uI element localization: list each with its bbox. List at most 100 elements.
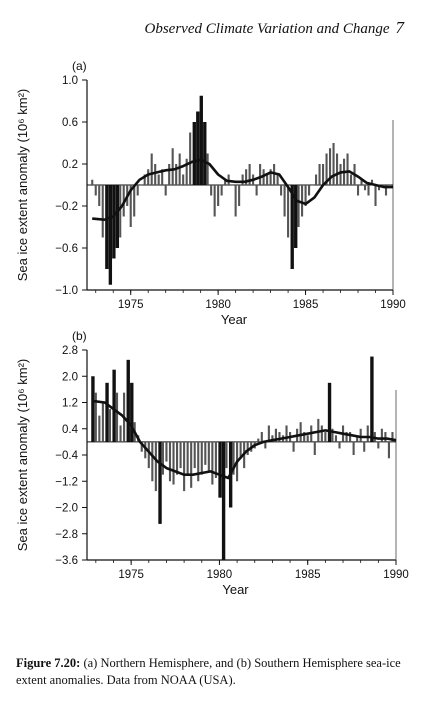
anomaly-bar xyxy=(320,425,323,442)
anomaly-bar xyxy=(192,122,196,185)
anomaly-bar xyxy=(199,95,203,185)
anomaly-bar xyxy=(334,435,338,442)
anomaly-bar xyxy=(154,441,157,492)
anomaly-bar xyxy=(133,185,136,217)
anomaly-bar xyxy=(238,185,241,206)
anomaly-bar xyxy=(280,185,283,196)
anomaly-bar xyxy=(175,441,179,475)
anomaly-bar xyxy=(105,382,109,442)
anomaly-bar xyxy=(315,174,318,185)
anomaly-bar xyxy=(94,392,97,442)
anomaly-bar xyxy=(346,153,349,185)
anomaly-bar xyxy=(147,441,150,469)
anomaly-bar xyxy=(384,432,387,442)
anomaly-bar xyxy=(190,441,193,488)
anomaly-bar xyxy=(285,425,288,442)
anomaly-bar xyxy=(338,441,341,449)
anomaly-bar xyxy=(210,185,213,196)
anomaly-bar xyxy=(161,169,164,185)
smoothed-line xyxy=(92,158,393,221)
smoothed-line xyxy=(92,399,397,480)
anomaly-bar xyxy=(297,185,300,227)
anomaly-bar xyxy=(94,185,97,196)
anomaly-bar xyxy=(352,441,355,455)
anomaly-bar xyxy=(324,432,327,442)
anomaly-bar xyxy=(241,174,244,185)
anomaly-bar xyxy=(126,359,130,442)
x-tick-label: 1990 xyxy=(380,299,406,311)
anomaly-bar xyxy=(154,164,157,185)
y-tick-label: 0.2 xyxy=(62,159,78,171)
anomaly-bar xyxy=(356,435,359,442)
anomaly-bar xyxy=(175,164,178,185)
anomaly-bar xyxy=(150,153,153,185)
anomaly-bar xyxy=(179,441,182,469)
anomaly-bar xyxy=(311,185,314,186)
anomaly-bar xyxy=(304,185,307,206)
panel-label: (a) xyxy=(72,59,87,73)
anomaly-bar xyxy=(360,179,363,185)
y-axis-title: Sea ice extent anomaly (10⁶ km²) xyxy=(15,89,30,282)
running-header: Observed Climate Variation and Change 7 xyxy=(0,18,404,38)
anomaly-bar xyxy=(101,185,104,238)
anomaly-bar xyxy=(329,148,332,185)
anomaly-bar xyxy=(144,441,147,459)
x-tick-label: 1975 xyxy=(118,299,144,311)
anomaly-bar xyxy=(112,185,116,259)
anomaly-bar xyxy=(260,432,263,442)
figure-caption: Figure 7.20: (a) Northern Hemisphere, an… xyxy=(16,655,416,689)
anomaly-bar xyxy=(325,153,328,185)
anomaly-bar xyxy=(276,174,279,185)
anomaly-bar xyxy=(246,441,249,455)
anomaly-bar xyxy=(112,369,116,442)
anomaly-bar xyxy=(335,153,339,185)
anomaly-bar xyxy=(294,185,298,248)
anomaly-bar xyxy=(207,441,210,472)
anomaly-bar xyxy=(164,185,167,196)
anomaly-bar xyxy=(119,425,122,442)
anomaly-bar xyxy=(221,441,226,560)
anomaly-bar xyxy=(105,185,109,269)
anomaly-bar xyxy=(231,185,234,186)
anomaly-bar xyxy=(185,158,188,185)
anomaly-bar xyxy=(213,185,216,217)
anomaly-bar xyxy=(370,356,374,442)
anomaly-bar xyxy=(168,164,171,185)
anomaly-bar xyxy=(115,392,119,442)
anomaly-bar xyxy=(108,185,113,285)
anomaly-bar xyxy=(363,185,367,191)
y-axis-title: Sea ice extent anomaly (10⁶ km²) xyxy=(15,359,30,552)
anomaly-bar xyxy=(234,185,237,217)
y-tick-label: −3.6 xyxy=(55,555,78,567)
anomaly-bar xyxy=(91,179,94,185)
y-tick-label: 0.4 xyxy=(62,424,79,436)
anomaly-bar xyxy=(211,441,214,485)
anomaly-bar xyxy=(332,143,335,185)
y-tick-label: 0.6 xyxy=(62,117,78,129)
anomaly-bar xyxy=(91,376,95,442)
anomaly-bar xyxy=(356,185,360,196)
anomaly-bar xyxy=(98,415,101,442)
anomaly-bar xyxy=(384,185,388,196)
anomaly-bar xyxy=(331,428,334,442)
anomaly-bar xyxy=(255,185,258,196)
anomaly-bar xyxy=(218,441,222,498)
anomaly-bar xyxy=(225,441,228,469)
anomaly-bar xyxy=(367,185,370,196)
x-axis-title: Year xyxy=(222,582,249,597)
page-number: 7 xyxy=(395,18,405,37)
anomaly-bar xyxy=(217,185,220,206)
anomaly-bar xyxy=(136,185,139,196)
anomaly-bar xyxy=(115,185,120,248)
anomaly-bar xyxy=(299,422,302,442)
panel-a-chart: −1.0 −0.6 −0.2 0.2 0.6 1.0 1975 1980 1985 1990 (a)… xyxy=(15,59,406,327)
anomaly-bar xyxy=(143,174,146,185)
anomaly-bar xyxy=(290,185,294,269)
anomaly-bar xyxy=(183,441,186,492)
anomaly-bar xyxy=(248,164,251,185)
x-tick-label: 1980 xyxy=(205,299,231,311)
anomaly-bar xyxy=(269,169,272,185)
y-tick-label: −1.2 xyxy=(55,476,78,488)
y-tick-label: −0.6 xyxy=(55,243,78,255)
